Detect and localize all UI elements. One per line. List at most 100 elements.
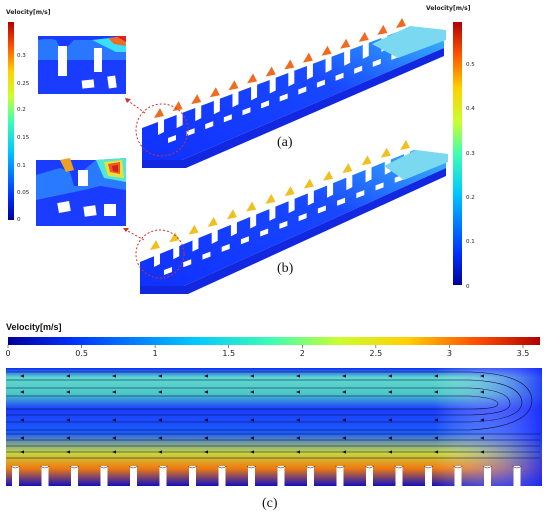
streamline-arrow [112,436,116,440]
streamline-arrow [480,436,484,440]
tray-hotspot [303,178,314,189]
tray-hotspot [207,216,218,227]
streamline-arrow [480,450,484,454]
tray-hotspot [342,163,353,174]
channel-teeth [10,465,522,486]
tray-hotspot [154,108,164,118]
tray-slot [213,96,220,115]
tray-slot [250,210,257,229]
streamline-arrow [250,450,254,454]
streamline-arrow [388,436,392,440]
streamline-arrow [204,436,208,440]
tray-hotspot [188,224,199,235]
right-tick: 0 [466,284,470,290]
tray-slot [306,61,313,80]
tray-hotspot [377,24,388,35]
streamline-arrow [112,450,116,454]
streamline-arrow [66,374,70,378]
tray-slot [365,164,372,183]
tray-hole [261,100,270,109]
streamline-arrow [66,436,70,440]
bottom-tick-label: 3 [447,349,452,358]
streamline-arrow [434,390,438,394]
tray-hotspot [246,201,257,212]
right-colorbar: Velocity[m/s] 0.5 0.4 0.3 0.2 0.1 0 [426,5,475,290]
channel-slot [189,466,196,486]
bottom-colorbar-gradient [8,337,540,345]
leader-b [125,229,185,279]
channel-slot [513,466,521,486]
tray-slot [230,218,237,237]
structure-b-slots [150,140,422,275]
tray-hotspot [209,87,220,98]
tray-slot [173,241,180,260]
tray-slot [269,75,276,94]
tray-hole [221,243,230,252]
channel-slot [130,466,137,486]
inset-tick: 0.1 [17,163,26,169]
tray-hotspot [247,73,258,84]
leader-a [126,99,189,157]
channel-vortex [69,465,80,469]
channel-slot [277,466,285,486]
streamline-arrow [66,390,70,394]
inset-tick: 0.05 [17,190,30,196]
tray-hole [279,220,288,229]
channel-slot [454,466,462,486]
inset-tick: 0 [17,217,21,223]
tray-hole [260,228,269,237]
streamline-arrow [434,436,438,440]
inset-tick: 0.15 [17,135,30,141]
channel-vortex [423,465,434,469]
tray-hotspot [228,80,239,91]
tray-hole [335,72,344,81]
tray-hotspot [396,18,406,28]
tray-slot [344,47,351,66]
tray-slot [195,103,202,122]
tray-hole [317,205,326,214]
streamline-arrow [158,450,162,454]
channel-slot [307,466,314,486]
inset-tick: 0.2 [17,107,26,113]
bottom-colorbar-title: Velocity[m/s] [6,322,62,332]
bottom-colorbar-ticks: 0 0.5 1 1.5 2 2.5 3 3.5 [5,345,529,358]
tray-hotspot [400,140,410,150]
channel-slot [248,466,255,486]
right-colorbar-title: Velocity[m/s] [426,5,471,12]
streamline-arrow [66,418,70,422]
streamline-arrow [296,436,300,440]
streamline-arrow [250,436,254,440]
streamlines [6,374,540,459]
tray-hole [279,93,288,102]
tray-slot [307,187,314,206]
streamline-arrow [112,418,116,422]
inset-b-zoom [36,158,126,226]
streamline-arrow [388,390,392,394]
streamline-arrow [204,374,208,378]
streamline-arrow [20,374,24,378]
tray-hole [183,259,192,268]
inset-colorbar-gradient [8,22,14,220]
panel-label-c: (c) [262,496,278,511]
tray-hotspot [169,232,180,243]
channel-vortex [305,465,316,469]
right-tick: 0.4 [466,106,475,112]
tray-hotspot [226,209,237,220]
streamline-arrow [388,450,392,454]
panel-label-b: (b) [277,261,294,276]
streamline-arrow [388,374,392,378]
channel-vortex [276,465,286,469]
channel-vortex [246,465,257,469]
tray-slot [346,172,353,191]
channel-vortex [453,465,463,469]
streamline-arrow [204,418,208,422]
leader-b-arrow [123,228,129,232]
streamline-arrow [20,390,24,394]
right-tick: 0.5 [466,62,475,68]
tray-slot [288,68,295,87]
tray-slot [362,40,369,59]
right-tick: 0.3 [466,151,475,157]
inset-colorbar: Velocity[m/s] 0.3 0.25 0.2 0.15 0.1 0.05… [6,9,51,223]
streamline-arrow [20,418,24,422]
channel-slot [71,466,78,486]
